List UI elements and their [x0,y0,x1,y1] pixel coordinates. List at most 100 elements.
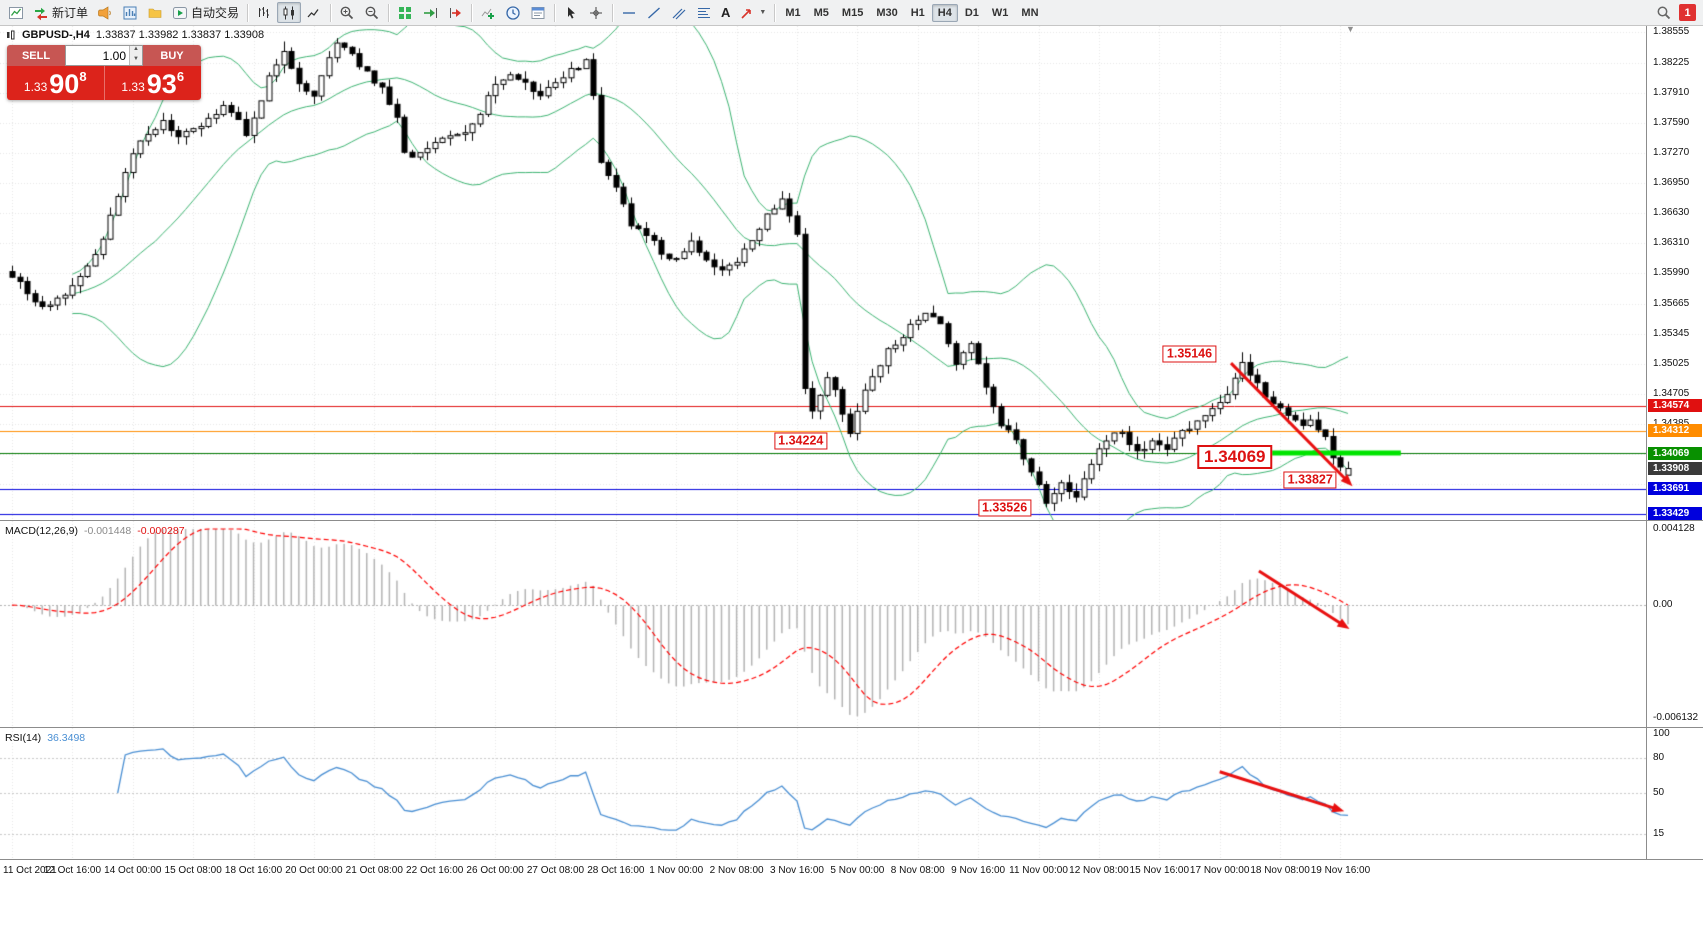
hline-tool-button[interactable] [617,2,641,23]
new-order-button[interactable]: 新订单 [29,2,92,23]
autotrading-icon [173,6,188,19]
macd-axis[interactable]: 0.004128 0.00 -0.006132 [1647,521,1703,726]
macd-axis-label: 0.00 [1653,599,1673,611]
rsi-indicator-label: RSI(14) 36.3498 [5,732,85,744]
templates-icon [531,6,545,19]
sell-price-pip: 8 [79,69,87,84]
timeframe-h1-button[interactable]: H1 [910,6,925,19]
macd-canvas[interactable] [0,521,1646,726]
volume-down-button[interactable]: ▼ [130,55,142,65]
zoom-in-button[interactable] [335,2,359,23]
timeframe-m1-button[interactable]: M1 [785,6,801,19]
candles-chart-icon [283,6,295,19]
rsi-axis-label: 80 [1653,751,1665,763]
price-axis[interactable]: 1.38555 1.38225 1.37910 1.37590 1.37270 1.369… [1647,26,1703,521]
chart-shift-button[interactable] [443,2,467,23]
market-watch-icon [123,6,137,19]
price-annotation[interactable]: 1.34069 [1197,445,1273,470]
time-label: 17 Nov 00:00 [1189,865,1250,876]
line-chart-icon [307,8,319,17]
autotrading-button[interactable]: 自动交易 [168,2,243,23]
auto-scroll-icon [424,7,438,18]
timeframe-m5-button[interactable]: M5 [813,6,829,19]
channel-tool-button[interactable] [667,2,691,23]
volume-spinner: ▲ ▼ [129,46,142,65]
time-label: 28 Oct 16:00 [587,865,645,876]
panel-splitter-rsi[interactable] [0,727,1703,728]
timeframe-toolbar: M1 M5 M15 M30 H1 H4 D1 W1 MN [779,3,1044,22]
new-order-label: 新订单 [52,6,89,20]
new-chart-button[interactable] [4,2,28,23]
horizontal-line-icon [623,11,636,14]
periods-button[interactable] [501,2,525,23]
sell-button[interactable]: SELL [7,45,65,66]
volume-up-button[interactable]: ▲ [130,46,142,56]
indicators-button[interactable] [476,2,500,23]
navigator-button[interactable] [143,2,167,23]
macd-signal-value: -0.000287 [137,525,185,537]
one-click-trading-panel: SELL ▲ ▼ BUY 1.33 90 8 1.33 [7,45,201,100]
cursor-button[interactable] [559,2,583,23]
price-annotation[interactable]: 1.33827 [1283,471,1337,489]
alerts-button[interactable] [93,2,117,23]
candles-chart-button[interactable] [277,2,302,23]
crosshair-button[interactable] [584,2,608,23]
time-label: 15 Nov 16:00 [1129,865,1190,876]
panel-splitter-macd[interactable] [0,520,1703,521]
timeframe-w1-button[interactable]: W1 [991,6,1009,19]
new-chart-icon [9,6,23,19]
timeframe-m30-button[interactable]: M30 [876,6,898,19]
time-axis[interactable]: 11 Oct 2021 12 Oct 16:00 14 Oct 00:00 15 Oc… [0,859,1703,884]
toolbar-separator [774,3,776,22]
price-tick-label: 1.34385 [1653,418,1689,429]
tile-windows-button[interactable] [393,2,417,23]
chart-shift-marker[interactable]: ▼ [1346,24,1355,34]
time-label: 12 Nov 08:00 [1069,865,1129,876]
arrows-tool-button[interactable]: ▼ [735,2,770,23]
market-watch-button[interactable] [118,2,142,23]
time-label: 19 Nov 16:00 [1310,865,1371,876]
price-tick-label: 1.34705 [1653,387,1690,399]
timeframe-d1-button[interactable]: D1 [964,6,979,19]
trendline-tool-button[interactable] [642,2,666,23]
price-tick-label: 1.37270 [1653,146,1690,158]
zoom-out-button[interactable] [360,2,384,23]
notification-badge[interactable]: 1 [1679,4,1696,21]
macd-axis-label: 0.004128 [1653,523,1695,534]
auto-scroll-button[interactable] [418,2,442,23]
buy-price-prefix: 1.33 [121,80,145,94]
time-label: 9 Nov 16:00 [951,865,1006,876]
sell-price[interactable]: 1.33 90 8 [7,66,104,100]
rsi-axis[interactable]: 100 80 50 15 [1647,728,1703,858]
price-tag: 1.33908 [1648,462,1702,476]
symbol-chart-icon [7,30,15,40]
toolbar-separator [554,3,556,22]
timeframe-h4-button[interactable]: H4 [931,3,958,22]
buy-button[interactable]: BUY [143,45,201,66]
fibonacci-icon [698,7,711,18]
trendline-icon [648,6,661,19]
price-tick-label: 1.36950 [1653,176,1690,188]
price-annotation[interactable]: 1.35146 [1162,345,1217,363]
time-label: 14 Oct 00:00 [104,865,162,876]
templates-button[interactable] [526,2,550,23]
bars-chart-button[interactable] [252,2,276,23]
symbol-period-label: GBPUSD-,H4 [22,29,90,41]
line-chart-button[interactable] [302,2,326,23]
search-icon[interactable] [1656,5,1672,21]
zoom-in-icon [340,6,354,19]
rsi-canvas[interactable] [0,728,1646,858]
fibonacci-tool-button[interactable] [692,2,716,23]
timeframe-mn-button[interactable]: MN [1021,6,1039,19]
price-annotation[interactable]: 1.33526 [977,499,1032,517]
price-tick-label: 1.35345 [1653,327,1690,339]
volume-input[interactable] [66,46,129,65]
megaphone-icon [98,5,111,20]
price-tick-label: 1.37590 [1653,116,1690,128]
text-tool-button[interactable]: A [717,2,734,23]
buy-price[interactable]: 1.33 93 6 [103,66,202,100]
price-annotation[interactable]: 1.34224 [774,432,828,450]
cursor-icon [568,6,576,19]
timeframe-m15-button[interactable]: M15 [841,6,864,19]
channel-icon [672,8,686,19]
